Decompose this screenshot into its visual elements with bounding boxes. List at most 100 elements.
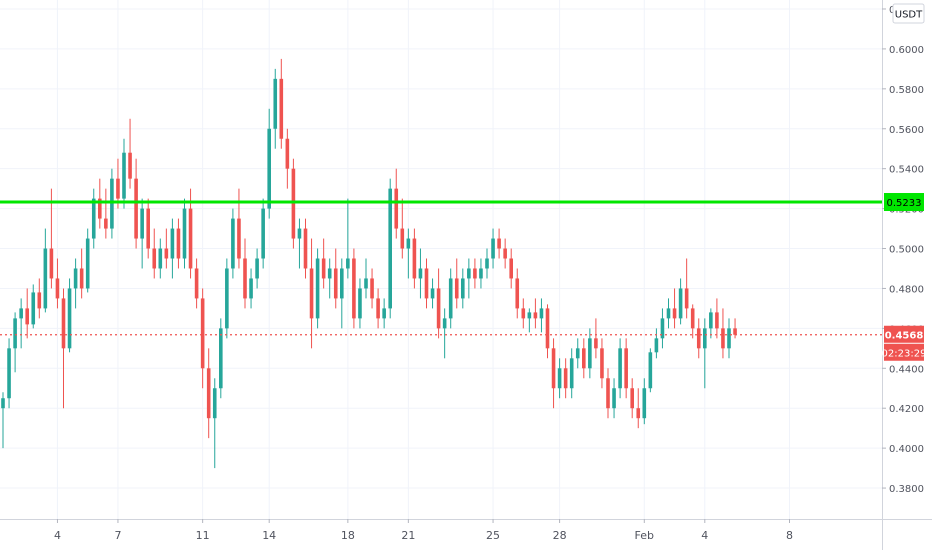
candle — [624, 338, 628, 399]
candle-body — [212, 388, 217, 419]
candle — [430, 278, 435, 309]
candle — [249, 268, 253, 309]
time-tick-label: Feb — [635, 529, 654, 542]
candle — [521, 298, 526, 329]
candle — [79, 248, 84, 299]
candle-body — [346, 258, 350, 269]
candle-body — [315, 258, 320, 319]
candle-body — [237, 218, 241, 259]
candle — [448, 268, 453, 329]
candle — [231, 208, 235, 279]
candle-body — [279, 78, 284, 139]
candle-body — [448, 278, 453, 319]
candle — [606, 368, 610, 419]
candle — [146, 198, 150, 259]
candle-body — [194, 268, 199, 299]
candle-body — [569, 358, 574, 389]
candle-body — [394, 188, 399, 229]
candle — [612, 378, 616, 419]
candle — [467, 258, 471, 299]
candle — [182, 198, 187, 269]
candle — [727, 318, 731, 359]
candle — [128, 118, 132, 189]
candle-body — [660, 318, 665, 339]
candle-body — [19, 308, 23, 319]
candle — [200, 288, 205, 389]
candle-body — [134, 178, 138, 239]
candle — [352, 248, 356, 329]
candle — [660, 308, 665, 349]
candle — [485, 248, 489, 279]
candle — [503, 238, 507, 269]
candle-body — [309, 268, 314, 319]
candle — [273, 68, 278, 149]
candle-body — [261, 208, 265, 259]
candle — [19, 298, 23, 349]
candle — [164, 228, 169, 269]
candle-body — [418, 268, 423, 279]
candle-body — [630, 388, 634, 409]
candle-body — [267, 128, 271, 209]
candle — [25, 288, 29, 339]
countdown-bg — [884, 343, 924, 361]
candle — [678, 278, 683, 325]
time-tick-label: 25 — [486, 529, 500, 542]
candle — [315, 248, 320, 329]
candle-body — [684, 288, 689, 309]
candle — [170, 218, 175, 279]
candle-body — [709, 312, 713, 329]
candle — [388, 178, 392, 319]
candle-body — [13, 318, 17, 349]
candle — [152, 228, 157, 279]
candle-body — [491, 238, 495, 259]
candle — [206, 348, 211, 439]
candle-body — [539, 308, 544, 319]
candle-body — [61, 298, 66, 349]
candle-body — [146, 208, 150, 249]
candle-body — [594, 338, 598, 349]
candle-body — [588, 338, 592, 369]
candle-body — [575, 348, 580, 359]
candle-body — [412, 238, 417, 279]
candle — [418, 248, 423, 299]
price-tick-label: 0.4400 — [889, 364, 924, 375]
last-price-label: 0.4568 02:23:29 — [882, 325, 927, 361]
candle — [382, 298, 386, 329]
candle-body — [333, 268, 338, 299]
currency-label[interactable]: USDT — [892, 3, 925, 24]
candle — [721, 308, 725, 359]
time-tick-label: 7 — [114, 529, 121, 542]
candle — [279, 58, 284, 149]
candle-body — [340, 268, 344, 299]
countdown-text: 02:23:29 — [882, 348, 927, 359]
candle-body — [37, 292, 42, 309]
candle — [55, 258, 60, 309]
candle-body — [225, 268, 229, 329]
candle — [212, 378, 217, 469]
candle — [696, 318, 701, 359]
time-tick-label: 11 — [196, 529, 210, 542]
candle — [225, 258, 229, 339]
last-price-text: 0.4568 — [885, 330, 924, 341]
candle-body — [424, 268, 429, 299]
candle — [85, 228, 90, 293]
candle-body — [370, 278, 374, 299]
candle — [594, 318, 598, 359]
candle-body — [303, 228, 308, 269]
candle-body — [31, 292, 36, 325]
candle-body — [642, 388, 647, 419]
currency-badge[interactable] — [892, 3, 925, 24]
candle-body — [188, 208, 193, 269]
candle — [642, 378, 647, 425]
candle — [533, 298, 538, 329]
candle — [358, 278, 362, 329]
candle — [243, 238, 247, 309]
candle — [527, 308, 532, 333]
candle-body — [55, 278, 60, 299]
time-tick-label: 8 — [786, 529, 793, 542]
candle-body — [666, 308, 671, 319]
candle-body — [128, 152, 132, 179]
